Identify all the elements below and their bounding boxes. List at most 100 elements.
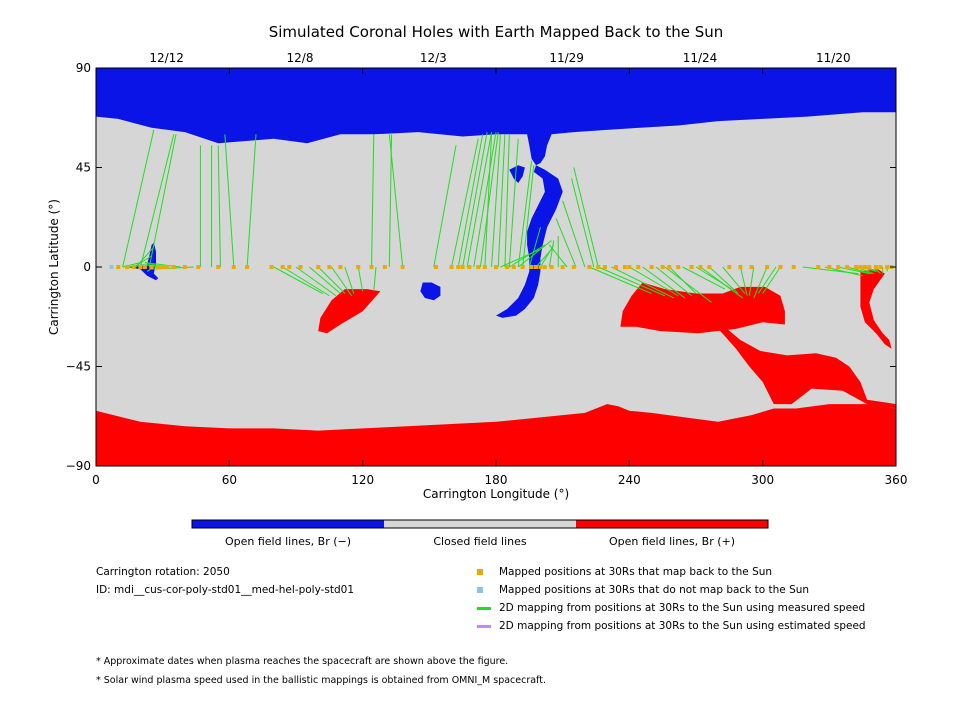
colorbar-label-0: Open field lines, Br (−) <box>225 535 351 548</box>
mapped-point-22 <box>356 265 361 269</box>
measured-mapping-line-15 <box>217 145 221 268</box>
measured-mapping-line-69 <box>748 266 755 296</box>
carrington-rotation: Carrington rotation: 2050 <box>96 566 230 578</box>
chart-title: Simulated Coronal Holes with Earth Mappe… <box>269 23 724 41</box>
x-tick-label-5: 300 <box>751 473 774 487</box>
footnote-speed: * Solar wind plasma speed used in the ba… <box>96 675 546 686</box>
measured-mapping-line-29 <box>388 134 404 268</box>
plot-area <box>95 67 897 467</box>
mapped-point-4 <box>142 265 147 269</box>
positive-coronal-hole-6 <box>718 326 896 409</box>
mapped-point-35 <box>511 265 516 269</box>
mapped-point-64 <box>816 265 821 269</box>
y-tick-label-0: 90 <box>76 61 91 75</box>
mapped-point-1 <box>125 265 130 269</box>
mapped-point-71 <box>867 265 872 269</box>
top-date-label-3: 11/29 <box>549 51 584 65</box>
measured-mapping-line-22 <box>317 266 346 294</box>
y-tick-label-1: 45 <box>76 161 91 175</box>
measured-mapping-line-73 <box>664 266 712 303</box>
mapped-point-60 <box>749 265 754 269</box>
mapped-point-72 <box>874 265 878 269</box>
legend-unmapped-label: Mapped positions at 30Rs that do not map… <box>499 584 810 596</box>
measured-mapping-line-20 <box>295 266 337 297</box>
measured-mapping-line-11 <box>122 129 155 268</box>
mapped-point-20 <box>327 265 332 269</box>
mapped-point-58 <box>727 265 732 269</box>
mapped-point-49 <box>627 265 632 269</box>
unmapped-point-0 <box>109 265 114 269</box>
positive-coronal-hole-8 <box>318 289 381 334</box>
mapped-point-32 <box>482 265 487 269</box>
mapped-point-10 <box>182 265 187 269</box>
measured-mapping-line-26 <box>373 266 377 292</box>
mapped-point-25 <box>400 265 405 269</box>
negative-coronal-hole-4 <box>127 242 159 281</box>
mapped-point-37 <box>529 265 534 269</box>
mapped-point-18 <box>298 265 303 269</box>
legend-measured-swatch <box>477 607 491 610</box>
y-tick-label-2: 0 <box>83 260 91 274</box>
mapped-point-8 <box>165 265 170 269</box>
mapped-point-42 <box>560 265 565 269</box>
mapped-point-11 <box>196 265 201 269</box>
mapped-point-40 <box>542 265 547 269</box>
measured-mapping-line-32 <box>457 134 484 268</box>
mapped-point-66 <box>836 265 841 269</box>
negative-coronal-hole-3 <box>420 282 441 301</box>
mapped-point-23 <box>369 265 374 269</box>
mapped-point-48 <box>622 265 627 269</box>
mapped-point-9 <box>171 265 176 269</box>
negative-coronal-hole-0 <box>96 68 896 166</box>
mapped-point-45 <box>596 265 601 269</box>
mapped-point-0 <box>116 265 121 269</box>
mapped-point-28 <box>456 265 461 269</box>
measured-mapping-line-58 <box>598 266 666 297</box>
mapped-point-46 <box>602 265 607 269</box>
measured-mapping-line-38 <box>491 134 501 268</box>
mapped-point-19 <box>316 265 321 269</box>
y-tick-label-4: −90 <box>66 459 91 473</box>
measured-mapping-line-46 <box>540 244 555 268</box>
mapped-point-54 <box>676 265 681 269</box>
colorbar-segment-1 <box>384 520 576 528</box>
measured-mapping-line-53 <box>573 167 599 268</box>
colorbar-label-1: Closed field lines <box>433 535 527 548</box>
measured-mapping-line-30 <box>433 145 457 268</box>
mapped-point-13 <box>231 265 236 269</box>
negative-coronal-hole-1 <box>496 165 563 318</box>
mapped-point-74 <box>885 265 890 269</box>
measured-mapping-line-40 <box>504 134 510 268</box>
top-date-label-1: 12/8 <box>287 51 314 65</box>
model-id: ID: mdi__cus-cor-poly-std01__med-hel-pol… <box>96 584 355 596</box>
measured-mapping-line-44 <box>528 227 541 268</box>
measured-mapping-line-47 <box>548 240 555 268</box>
measured-mapping-line-27 <box>371 134 375 268</box>
measured-mapping-line-78 <box>846 266 872 275</box>
measured-mapping-line-61 <box>642 266 686 299</box>
mapped-point-52 <box>660 265 665 269</box>
measured-mapping-line-19 <box>282 266 330 297</box>
measured-mapping-line-36 <box>479 132 499 268</box>
x-tick-label-4: 240 <box>618 473 641 487</box>
mapped-positions <box>109 265 894 269</box>
top-date-label-2: 12/3 <box>420 51 447 65</box>
mapped-point-61 <box>765 265 770 269</box>
measured-mapping-line-50 <box>555 218 577 268</box>
mapped-point-53 <box>667 265 672 269</box>
measured-mapping-line-31 <box>451 138 479 268</box>
measured-mapping-line-24 <box>344 266 355 294</box>
mapped-point-34 <box>505 265 510 269</box>
measured-mapping-line-51 <box>562 200 586 268</box>
mapped-point-12 <box>216 265 221 269</box>
mapped-point-27 <box>449 265 454 269</box>
colorbar-frame <box>191 519 769 529</box>
x-tick-label-1: 60 <box>222 473 237 487</box>
mapped-point-36 <box>520 265 525 269</box>
mapped-point-63 <box>791 265 796 269</box>
mapped-point-44 <box>587 265 592 269</box>
measured-mapping-line-35 <box>473 132 497 268</box>
measured-mapping-line-41 <box>508 138 519 268</box>
coronal-hole-regions <box>96 68 896 466</box>
